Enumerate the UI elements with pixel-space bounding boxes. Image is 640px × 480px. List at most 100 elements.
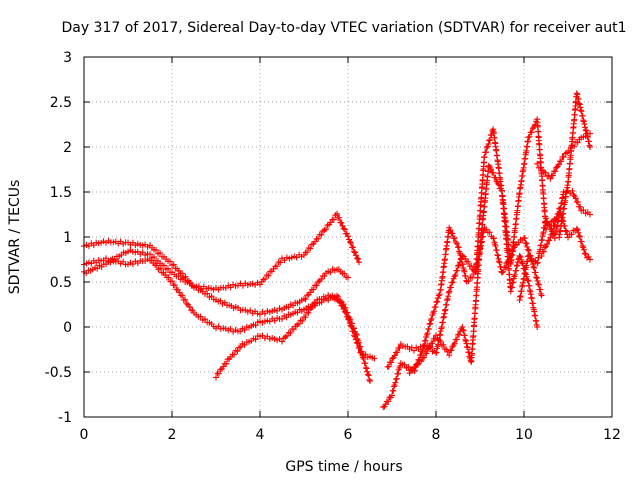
- data-point-marker: [422, 337, 429, 344]
- data-point-marker: [449, 230, 456, 237]
- data-point-marker: [193, 283, 200, 290]
- data-points: [81, 90, 593, 411]
- data-point-marker: [518, 256, 525, 263]
- data-point-marker: [358, 348, 365, 355]
- data-point-marker: [350, 325, 357, 332]
- data-point-marker: [560, 218, 567, 225]
- data-point-marker: [426, 321, 433, 328]
- x-tick-label: 0: [80, 427, 89, 443]
- data-point-marker: [431, 336, 438, 343]
- data-point-marker: [582, 126, 589, 133]
- data-point-marker: [570, 192, 577, 199]
- y-tick-label: 1.5: [50, 185, 72, 201]
- data-point-marker: [549, 227, 556, 234]
- data-point-marker: [353, 252, 359, 259]
- data-point-marker: [208, 293, 215, 300]
- data-point-marker: [580, 207, 587, 214]
- data-point-marker: [544, 218, 551, 225]
- data-point-marker: [360, 355, 367, 362]
- data-point-marker: [530, 263, 537, 270]
- data-point-marker: [500, 268, 507, 275]
- data-point-marker: [433, 299, 440, 306]
- data-point-marker: [423, 350, 430, 357]
- chart-title: Day 317 of 2017, Sidereal Day-to-day VTE…: [61, 20, 626, 36]
- data-point-marker: [343, 230, 350, 237]
- data-point-marker: [341, 226, 348, 233]
- data-point-marker: [552, 168, 559, 175]
- data-point-marker: [526, 133, 533, 140]
- data-point-marker: [323, 295, 329, 302]
- data-point-marker: [529, 125, 536, 132]
- data-point-marker: [569, 187, 576, 194]
- data-point-marker: [234, 348, 241, 355]
- data-point-marker: [502, 264, 509, 271]
- data-point-marker: [179, 292, 186, 299]
- data-point-marker: [284, 332, 291, 339]
- data-point-marker: [440, 341, 447, 348]
- data-point-marker: [513, 262, 520, 269]
- data-point-marker: [167, 258, 173, 265]
- x-tick-label: 12: [603, 427, 621, 443]
- data-point-marker: [460, 327, 467, 334]
- data-point-marker: [573, 225, 580, 232]
- data-point-marker: [535, 280, 542, 287]
- data-point-marker: [587, 211, 593, 218]
- data-point-marker: [580, 117, 587, 124]
- data-point-marker: [165, 265, 171, 272]
- data-point-marker: [360, 354, 367, 361]
- data-point-marker: [418, 358, 425, 365]
- y-tick-label: 3: [63, 50, 72, 66]
- data-point-marker: [364, 368, 371, 375]
- data-point-marker: [507, 288, 514, 295]
- data-point-marker: [551, 222, 558, 229]
- data-point-marker: [581, 246, 587, 253]
- data-point-marker: [394, 349, 401, 356]
- data-point-marker: [424, 346, 431, 353]
- data-point-marker: [353, 332, 360, 339]
- data-point-marker: [313, 282, 320, 289]
- data-point-marker: [351, 248, 357, 255]
- data-point-marker: [312, 300, 319, 307]
- data-point-marker: [171, 282, 178, 289]
- data-point-marker: [390, 387, 397, 394]
- data-point-marker: [486, 229, 493, 236]
- data-point-marker: [345, 233, 351, 240]
- data-point-marker: [455, 244, 462, 251]
- data-point-marker: [277, 259, 284, 266]
- data-point-marker: [534, 324, 541, 330]
- data-point-marker: [389, 392, 395, 399]
- data-point-marker: [469, 274, 476, 281]
- data-point-marker: [279, 338, 285, 345]
- data-point-marker: [202, 316, 208, 323]
- data-point-marker: [213, 374, 219, 381]
- data-point-marker: [429, 340, 436, 347]
- data-point-marker: [362, 360, 369, 367]
- data-point-marker: [285, 304, 292, 311]
- data-point-marker: [461, 268, 468, 275]
- y-tick-label: -1: [58, 410, 72, 426]
- data-point-marker: [573, 90, 580, 97]
- data-point-marker: [451, 235, 458, 242]
- data-point-marker: [481, 154, 488, 161]
- data-point-marker: [465, 278, 472, 285]
- data-point-marker: [487, 136, 493, 143]
- data-point-marker: [453, 240, 460, 247]
- data-point-marker: [157, 265, 164, 272]
- data-point-marker: [490, 169, 497, 176]
- data-point-marker: [576, 232, 583, 239]
- data-point-marker: [231, 351, 238, 358]
- data-point-marker: [510, 279, 517, 286]
- data-point-marker: [302, 296, 309, 303]
- data-point-marker: [252, 336, 259, 343]
- data-point-marker: [492, 243, 499, 250]
- data-point-marker: [197, 313, 204, 320]
- data-point-marker: [485, 141, 492, 148]
- data-point-marker: [157, 250, 163, 256]
- data-point-marker: [309, 303, 316, 310]
- data-point-marker: [287, 330, 294, 337]
- data-point-marker: [513, 267, 520, 274]
- data-point-marker: [535, 281, 542, 288]
- data-point-marker: [579, 112, 586, 119]
- data-point-marker: [577, 203, 584, 210]
